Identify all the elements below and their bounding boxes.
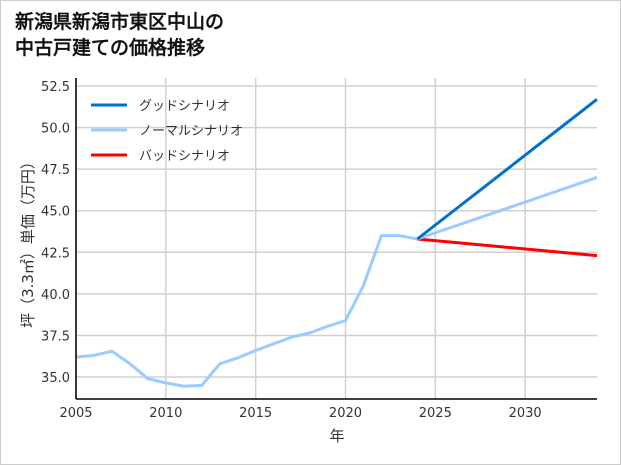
legend-label: ノーマルシナリオ [139, 124, 243, 139]
x-tick-label: 2020 [329, 406, 362, 421]
series-line [416, 98, 598, 241]
y-tick-label: 35.0 [41, 371, 70, 386]
legend-label: グッドシナリオ [139, 99, 230, 114]
grid [75, 78, 597, 399]
chart-title: 新潟県新潟市東区中山の 中古戸建ての価格推移 [15, 11, 225, 59]
y-tick-label: 40.0 [41, 288, 70, 303]
series-line [416, 176, 598, 241]
y-tick-label: 42.5 [41, 246, 70, 261]
series-line [417, 237, 598, 258]
y-tick-label: 37.5 [41, 329, 70, 344]
history-line [75, 234, 418, 388]
axes [75, 78, 597, 400]
legend-label: バッドシナリオ [139, 149, 230, 164]
x-tick-label: 2025 [419, 406, 452, 421]
series-lines [75, 98, 598, 388]
x-tick-label: 2005 [59, 406, 92, 421]
x-axis-label: 年 [329, 427, 344, 445]
y-tick-label: 47.5 [41, 163, 70, 178]
y-tick-label: 45.0 [41, 205, 70, 220]
x-tick-label: 2030 [509, 406, 542, 421]
x-tick-label: 2010 [149, 406, 182, 421]
y-tick-label: 50.0 [41, 122, 70, 137]
tick-labels: 2005 2010 2015 2020 2025 2030 35.0 37.5 40.0 42.5… [41, 80, 542, 421]
y-axis-label: 坪（3.3㎡）単価（万円） [19, 154, 37, 328]
y-tick-label: 52.5 [41, 80, 70, 95]
x-tick-label: 2015 [239, 406, 272, 421]
